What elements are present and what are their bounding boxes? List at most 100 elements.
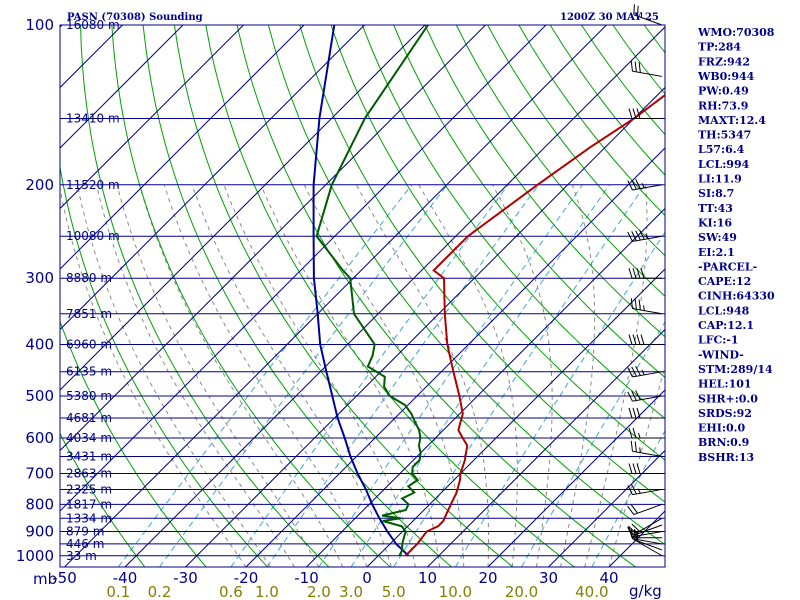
moist-adiabat xyxy=(138,184,344,567)
wind-barb xyxy=(628,463,662,475)
wind-barb xyxy=(627,390,663,402)
dry-adiabat xyxy=(60,164,268,567)
index-line: RH:73.9 xyxy=(698,99,748,112)
height-label: 6960 m xyxy=(66,338,112,352)
index-line: MAXT:12.4 xyxy=(698,114,766,127)
mixing-ratio-labels: 0.1 0.2 0.6 1.0 2.0 3.0 5.0 10.0 20.0 40.0 xyxy=(106,583,608,600)
index-line: KI:16 xyxy=(698,216,732,229)
index-line: -PARCEL- xyxy=(698,260,757,273)
pressure-label: 600 xyxy=(25,429,54,447)
pressure-label: 1000 xyxy=(16,547,54,565)
isotherm--10 xyxy=(306,207,665,567)
height-label: 4034 m xyxy=(66,431,112,445)
mixing-ratio-label: 3.0 xyxy=(339,583,363,600)
pressure-label: 400 xyxy=(25,336,54,354)
mixing-ratio-label: 20.0 xyxy=(505,583,538,600)
index-line: STM:289/14 xyxy=(698,363,773,376)
isotherm--140 xyxy=(60,25,63,28)
dry-adiabat xyxy=(173,25,514,567)
index-line: SRDS:92 xyxy=(698,407,752,420)
isotherm-10 xyxy=(427,328,665,567)
wind-barb xyxy=(633,4,663,26)
height-label: 6135 m xyxy=(66,365,112,379)
height-label: 4681 m xyxy=(66,411,112,425)
pressure-label: 300 xyxy=(25,269,54,287)
index-line: CINH:64330 xyxy=(698,290,775,303)
isotherms xyxy=(60,25,665,567)
mixing-ratio-unit-label: g/kg xyxy=(629,582,662,600)
index-line: WMO:70308 xyxy=(697,26,775,39)
moist-adiabat xyxy=(355,184,489,567)
isotherm--90 xyxy=(60,25,365,331)
height-label: 8880 m xyxy=(66,271,112,285)
wind-barb xyxy=(628,517,663,534)
temperature-tick-label: 20 xyxy=(478,569,497,587)
wind-barb xyxy=(628,407,662,419)
height-label: 2325 m xyxy=(66,482,112,496)
temperature-tick-label: -40 xyxy=(113,569,138,587)
mixing-ratio-line xyxy=(454,231,665,567)
index-line: HEL:101 xyxy=(698,378,752,391)
height-label: 13410 m xyxy=(66,111,120,125)
index-line: LCL:994 xyxy=(698,158,750,171)
isotherm-0 xyxy=(366,268,665,567)
index-line: CAPE:12 xyxy=(698,275,751,288)
wind-barb xyxy=(627,229,663,242)
isotherm--70 xyxy=(60,25,486,452)
index-line: L57:6.4 xyxy=(698,143,745,156)
pressure-unit-label: mb xyxy=(33,570,57,588)
dry-adiabat xyxy=(60,320,207,567)
height-labels: 16080 m 13410 m 11520 m 10080 m 8880 m 7851 m… xyxy=(66,18,120,563)
parcel-trace-line xyxy=(312,25,410,557)
height-label: 5380 m xyxy=(66,389,112,403)
index-line: BSHR:13 xyxy=(698,451,754,464)
isotherm--20 xyxy=(245,147,665,567)
isotherm--110 xyxy=(60,25,244,210)
height-label: 446 m xyxy=(66,537,104,551)
temperature-tick-label: -30 xyxy=(173,569,198,587)
temperature-tick-labels: -50 -40 -30 -20 -10 0 10 20 30 40 xyxy=(52,569,618,587)
isotherm-30 xyxy=(548,449,665,567)
index-line: LFC:-1 xyxy=(698,334,739,347)
temperature-tick-label: -20 xyxy=(234,569,259,587)
index-line: SHR+:0.0 xyxy=(698,392,758,405)
isotherm--80 xyxy=(60,25,426,391)
mixing-ratio-label: 0.1 xyxy=(106,583,130,600)
isobars xyxy=(60,24,665,557)
profiles xyxy=(312,25,665,557)
index-line: TT:43 xyxy=(698,202,733,215)
dry-adiabat xyxy=(361,25,665,420)
isotherm--60 xyxy=(60,25,547,512)
isotherm-20 xyxy=(487,389,665,567)
moist-adiabat xyxy=(608,364,665,567)
moist-adiabat xyxy=(418,184,518,567)
index-line: PW:0.49 xyxy=(698,85,749,98)
dry-adiabat xyxy=(80,25,330,567)
height-label: 16080 m xyxy=(66,18,120,32)
temperature-tick-label: 30 xyxy=(539,569,558,587)
index-line: TP:284 xyxy=(698,41,741,54)
mixing-ratio-label: 1.0 xyxy=(255,583,279,600)
index-line: EHI:0.0 xyxy=(698,422,745,435)
temperature-tick-label: -50 xyxy=(52,569,77,587)
height-label: 2863 m xyxy=(66,467,112,481)
wind-barb xyxy=(630,298,663,315)
temperature-tick-label: 40 xyxy=(599,569,618,587)
mixing-ratio-label: 0.6 xyxy=(219,583,243,600)
pressure-label: 700 xyxy=(25,465,54,483)
moist-adiabat xyxy=(76,184,271,567)
wind-barb xyxy=(628,334,662,346)
chart-date: 1200Z 30 MAY 25 xyxy=(560,12,659,23)
dry-adiabat xyxy=(393,25,665,379)
height-label: 879 m xyxy=(66,524,104,538)
index-line: SI:8.7 xyxy=(698,187,734,200)
dry-adiabat xyxy=(487,25,665,257)
mixing-ratio-line xyxy=(230,184,509,567)
temperature-tick-label: -10 xyxy=(294,569,319,587)
moist-adiabat xyxy=(60,185,247,567)
index-line: -WIND- xyxy=(698,348,744,361)
height-label: 11520 m xyxy=(66,178,120,192)
wind-barb xyxy=(628,108,662,119)
